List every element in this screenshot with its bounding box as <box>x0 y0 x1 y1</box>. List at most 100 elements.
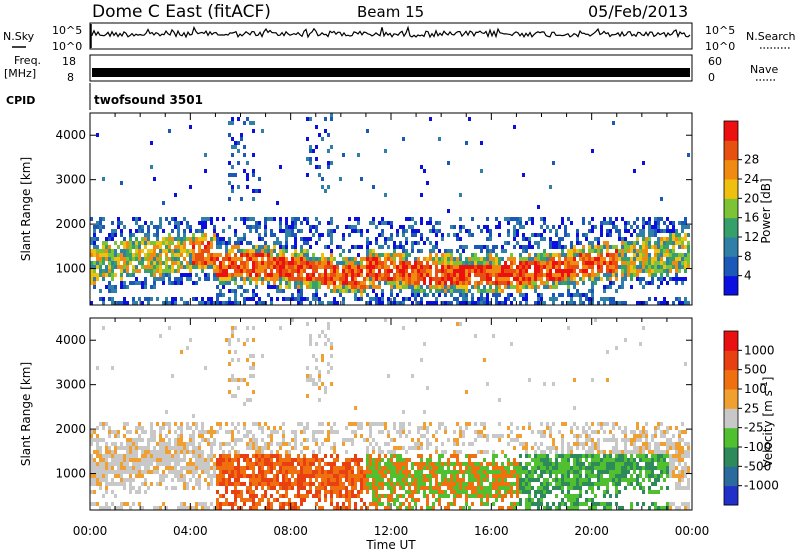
power-echo-cell <box>117 217 120 221</box>
power-echo-cell <box>108 245 111 249</box>
velocity-echo-cell <box>339 478 342 482</box>
velocity-echo-cell <box>456 478 459 482</box>
power-echo-cell <box>525 273 528 277</box>
power-echo-cell <box>402 137 405 141</box>
velocity-echo-cell <box>570 426 573 430</box>
velocity-echo-cell <box>456 458 459 462</box>
velocity-echo-cell <box>399 478 402 482</box>
power-echo-cell <box>102 249 105 253</box>
power-echo-cell <box>375 297 378 301</box>
power-echo-cell <box>384 265 387 269</box>
power-echo-cell <box>612 253 615 257</box>
power-echo-cell <box>270 265 273 269</box>
velocity-echo-cell <box>480 494 483 498</box>
velocity-echo-cell <box>426 466 429 470</box>
power-echo-cell <box>636 237 639 241</box>
velocity-echo-cell <box>234 502 237 506</box>
power-echo-cell <box>282 261 285 265</box>
power-echo-cell <box>102 253 105 257</box>
velocity-echo-cell <box>258 422 261 426</box>
velocity-echo-cell <box>465 482 468 486</box>
power-echo-cell <box>330 217 333 221</box>
power-echo-cell <box>294 285 297 289</box>
power-echo-cell <box>465 261 468 265</box>
velocity-echo-cell <box>396 466 399 470</box>
power-echo-cell <box>288 273 291 277</box>
power-echo-cell <box>438 137 441 141</box>
power-echo-cell <box>396 293 399 297</box>
velocity-echo-cell <box>312 378 315 382</box>
power-echo-cell <box>372 217 375 221</box>
power-echo-cell <box>306 117 309 121</box>
power-echo-cell <box>222 237 225 241</box>
velocity-echo-cell <box>174 474 177 478</box>
velocity-echo-cell <box>468 458 471 462</box>
velocity-echo-cell <box>363 482 366 486</box>
velocity-echo-cell <box>255 482 258 486</box>
velocity-echo-cell <box>390 458 393 462</box>
velocity-echo-cell <box>237 378 240 382</box>
velocity-echo-cell <box>291 318 294 322</box>
velocity-echo-cell <box>114 458 117 462</box>
power-echo-cell <box>237 245 240 249</box>
velocity-echo-cell <box>321 474 324 478</box>
power-echo-cell <box>432 257 435 261</box>
power-echo-cell <box>453 261 456 265</box>
power-echo-cell <box>243 277 246 281</box>
velocity-echo-cell <box>114 450 117 454</box>
power-echo-cell <box>441 277 444 281</box>
velocity-echo-cell <box>120 474 123 478</box>
velocity-echo-cell <box>108 462 111 466</box>
velocity-echo-cell <box>159 438 162 442</box>
velocity-echo-cell <box>537 430 540 434</box>
power-echo-cell <box>339 293 342 297</box>
power-echo-cell <box>411 245 414 249</box>
power-echo-cell <box>429 285 432 289</box>
power-echo-cell <box>588 265 591 269</box>
velocity-echo-cell <box>129 446 132 450</box>
velocity-echo-cell <box>177 438 180 442</box>
velocity-echo-cell <box>477 478 480 482</box>
power-echo-cell <box>129 229 132 233</box>
power-echo-cell <box>516 233 519 237</box>
power-echo-cell <box>240 293 243 297</box>
power-echo-cell <box>330 221 333 225</box>
power-echo-cell <box>495 285 498 289</box>
velocity-echo-cell <box>228 474 231 478</box>
power-echo-cell <box>621 245 624 249</box>
velocity-echo-cell <box>321 470 324 474</box>
velocity-echo-cell <box>438 498 441 502</box>
velocity-echo-cell <box>321 330 324 334</box>
power-echo-cell <box>330 253 333 257</box>
power-echo-cell <box>564 225 567 229</box>
velocity-echo-cell <box>483 358 486 362</box>
power-echo-cell <box>231 189 234 193</box>
power-echo-cell <box>375 277 378 281</box>
velocity-echo-cell <box>171 454 174 458</box>
power-echo-cell <box>540 265 543 269</box>
power-echo-cell <box>408 265 411 269</box>
power-echo-cell <box>612 245 615 249</box>
velocity-echo-cell <box>285 450 288 454</box>
velocity-echo-cell <box>456 442 459 446</box>
power-echo-cell <box>477 265 480 269</box>
power-echo-cell <box>360 265 363 269</box>
velocity-echo-cell <box>327 430 330 434</box>
power-echo-cell <box>156 277 159 281</box>
velocity-echo-cell <box>381 458 384 462</box>
velocity-echo-cell <box>456 494 459 498</box>
power-echo-cell <box>648 297 651 301</box>
velocity-echo-cell <box>528 474 531 478</box>
velocity-echo-cell <box>432 490 435 494</box>
power-echo-cell <box>609 221 612 225</box>
power-echo-cell <box>273 245 276 249</box>
power-echo-cell <box>165 257 168 261</box>
power-echo-cell <box>675 273 678 277</box>
velocity-echo-cell <box>228 466 231 470</box>
power-echo-cell <box>216 217 219 221</box>
power-echo-cell <box>231 273 234 277</box>
velocity-echo-cell <box>237 438 240 442</box>
velocity-echo-cell <box>162 438 165 442</box>
power-echo-cell <box>507 221 510 225</box>
velocity-echo-cell <box>426 474 429 478</box>
